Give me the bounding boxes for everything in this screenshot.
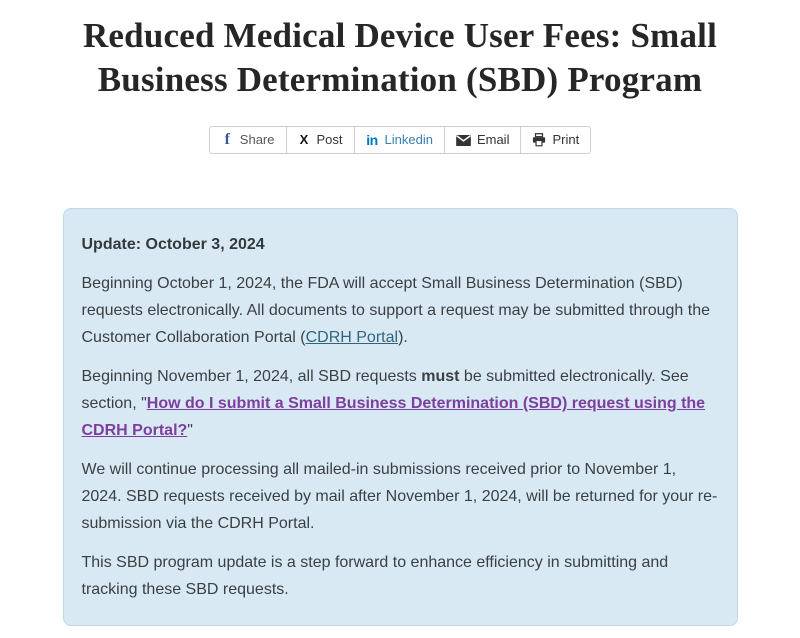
share-button-label: Post (316, 132, 343, 147)
update-notice-box: Update: October 3, 2024 Beginning Octobe… (62, 208, 738, 626)
text-segment: We will continue processing all mailed-i… (81, 461, 718, 532)
share-button-label: Email (476, 132, 510, 147)
print-icon (532, 133, 546, 147)
share-x-post-button[interactable]: X Post (286, 127, 355, 153)
text-segment: ). (398, 329, 408, 346)
share-button-label: Print (552, 132, 580, 147)
text-segment: must (421, 368, 460, 385)
share-email-button[interactable]: Email (444, 127, 522, 153)
update-box-paragraphs: Beginning October 1, 2024, the FDA will … (82, 270, 719, 603)
text-segment: Beginning November 1, 2024, all SBD requ… (81, 368, 422, 385)
update-paragraph: Beginning October 1, 2024, the FDA will … (82, 270, 719, 351)
share-facebook-button[interactable]: f Share (209, 127, 287, 153)
update-paragraph: We will continue processing all mailed-i… (82, 456, 719, 537)
page-title: Reduced Medical Device User Fees: Small … (0, 14, 800, 102)
share-button-label: Linkedin (384, 132, 433, 147)
update-paragraph: This SBD program update is a step forwar… (82, 549, 719, 603)
linkedin-icon: in (366, 132, 378, 148)
email-icon (456, 134, 471, 146)
x-icon: X (299, 132, 309, 147)
page: Reduced Medical Device User Fees: Small … (0, 14, 800, 626)
share-button-bar: f Share X Post in Linkedin Email Print (0, 126, 800, 154)
share-print-button[interactable]: Print (521, 127, 591, 153)
share-button-label: Share (239, 132, 275, 147)
facebook-icon: f (224, 131, 230, 148)
share-button-group: f Share X Post in Linkedin Email Print (208, 126, 592, 154)
text-segment: Beginning October 1, 2024, the FDA will … (81, 275, 711, 346)
page-title-line-2: Business Determination (SBD) Program (97, 60, 703, 99)
page-title-line-1: Reduced Medical Device User Fees: Small (82, 16, 718, 55)
share-linkedin-button[interactable]: in Linkedin (354, 127, 445, 153)
update-paragraph: Beginning November 1, 2024, all SBD requ… (82, 363, 719, 444)
text-segment: " (187, 422, 193, 439)
update-heading: Update: October 3, 2024 (81, 236, 265, 253)
how-to-submit-sbd-link[interactable]: How do I submit a Small Business Determi… (81, 395, 706, 439)
text-segment: be submitted electronically. See section… (81, 368, 689, 412)
cdrh-portal-link[interactable]: CDRH Portal (305, 329, 399, 346)
text-segment: This SBD program update is a step forwar… (81, 554, 669, 598)
